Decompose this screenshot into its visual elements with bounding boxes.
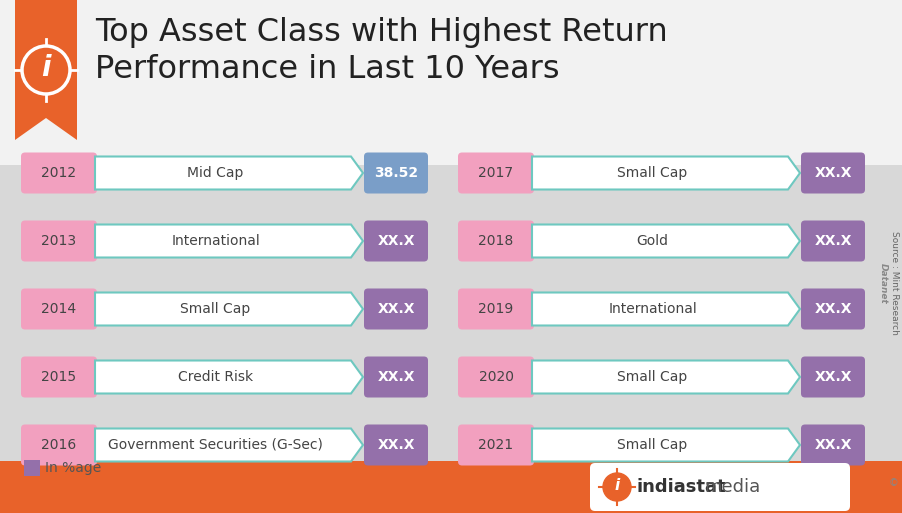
Text: XX.X: XX.X bbox=[377, 438, 415, 452]
Text: International: International bbox=[608, 302, 697, 316]
Text: XX.X: XX.X bbox=[815, 302, 851, 316]
Text: XX.X: XX.X bbox=[815, 438, 851, 452]
Text: In %age: In %age bbox=[45, 461, 101, 475]
FancyBboxPatch shape bbox=[21, 152, 97, 193]
Text: XX.X: XX.X bbox=[377, 234, 415, 248]
Polygon shape bbox=[532, 156, 800, 189]
FancyBboxPatch shape bbox=[364, 152, 428, 193]
FancyBboxPatch shape bbox=[364, 357, 428, 398]
FancyBboxPatch shape bbox=[21, 357, 97, 398]
FancyBboxPatch shape bbox=[364, 288, 428, 329]
Text: Small Cap: Small Cap bbox=[618, 166, 687, 180]
Polygon shape bbox=[15, 0, 77, 140]
FancyBboxPatch shape bbox=[24, 460, 40, 476]
FancyBboxPatch shape bbox=[21, 221, 97, 262]
Text: 2020: 2020 bbox=[478, 370, 513, 384]
Text: 2019: 2019 bbox=[478, 302, 513, 316]
FancyBboxPatch shape bbox=[801, 424, 865, 465]
Text: XX.X: XX.X bbox=[815, 166, 851, 180]
FancyBboxPatch shape bbox=[801, 152, 865, 193]
FancyBboxPatch shape bbox=[801, 221, 865, 262]
Text: 2016: 2016 bbox=[41, 438, 77, 452]
Text: Datanet: Datanet bbox=[879, 263, 888, 303]
Text: 2013: 2013 bbox=[41, 234, 77, 248]
Text: indiastat: indiastat bbox=[637, 478, 727, 496]
Text: Small Cap: Small Cap bbox=[180, 302, 251, 316]
Text: Source : Mint Research: Source : Mint Research bbox=[890, 231, 899, 335]
Polygon shape bbox=[532, 361, 800, 393]
Polygon shape bbox=[532, 428, 800, 462]
Polygon shape bbox=[95, 361, 363, 393]
Text: XX.X: XX.X bbox=[377, 370, 415, 384]
Polygon shape bbox=[532, 292, 800, 326]
Circle shape bbox=[603, 473, 631, 501]
Text: Government Securities (G-Sec): Government Securities (G-Sec) bbox=[108, 438, 323, 452]
FancyBboxPatch shape bbox=[364, 424, 428, 465]
FancyBboxPatch shape bbox=[801, 357, 865, 398]
Text: Small Cap: Small Cap bbox=[618, 438, 687, 452]
FancyBboxPatch shape bbox=[458, 357, 534, 398]
Text: 2014: 2014 bbox=[41, 302, 77, 316]
FancyBboxPatch shape bbox=[590, 463, 850, 511]
FancyBboxPatch shape bbox=[458, 424, 534, 465]
Polygon shape bbox=[95, 156, 363, 189]
Text: 2015: 2015 bbox=[41, 370, 77, 384]
Text: ©: © bbox=[888, 478, 897, 488]
Text: 38.52: 38.52 bbox=[374, 166, 418, 180]
Text: Mid Cap: Mid Cap bbox=[188, 166, 244, 180]
FancyBboxPatch shape bbox=[21, 424, 97, 465]
Text: i: i bbox=[41, 54, 51, 82]
Text: Small Cap: Small Cap bbox=[618, 370, 687, 384]
FancyBboxPatch shape bbox=[458, 152, 534, 193]
Text: Top Asset Class with Highest Return: Top Asset Class with Highest Return bbox=[95, 17, 667, 49]
Polygon shape bbox=[95, 292, 363, 326]
Text: 2021: 2021 bbox=[478, 438, 513, 452]
Text: Gold: Gold bbox=[637, 234, 668, 248]
Text: Credit Risk: Credit Risk bbox=[178, 370, 253, 384]
Text: media: media bbox=[704, 478, 760, 496]
FancyBboxPatch shape bbox=[21, 288, 97, 329]
Text: 2018: 2018 bbox=[478, 234, 513, 248]
Text: XX.X: XX.X bbox=[815, 234, 851, 248]
Text: 2012: 2012 bbox=[41, 166, 77, 180]
Text: i: i bbox=[614, 479, 620, 494]
FancyBboxPatch shape bbox=[0, 461, 902, 513]
FancyBboxPatch shape bbox=[458, 221, 534, 262]
Text: XX.X: XX.X bbox=[377, 302, 415, 316]
Text: XX.X: XX.X bbox=[815, 370, 851, 384]
FancyBboxPatch shape bbox=[364, 221, 428, 262]
FancyBboxPatch shape bbox=[801, 288, 865, 329]
Text: Performance in Last 10 Years: Performance in Last 10 Years bbox=[95, 54, 559, 86]
Text: International: International bbox=[171, 234, 260, 248]
FancyBboxPatch shape bbox=[0, 0, 902, 165]
Text: 2017: 2017 bbox=[478, 166, 513, 180]
Polygon shape bbox=[532, 225, 800, 258]
Polygon shape bbox=[95, 428, 363, 462]
Polygon shape bbox=[95, 225, 363, 258]
FancyBboxPatch shape bbox=[458, 288, 534, 329]
